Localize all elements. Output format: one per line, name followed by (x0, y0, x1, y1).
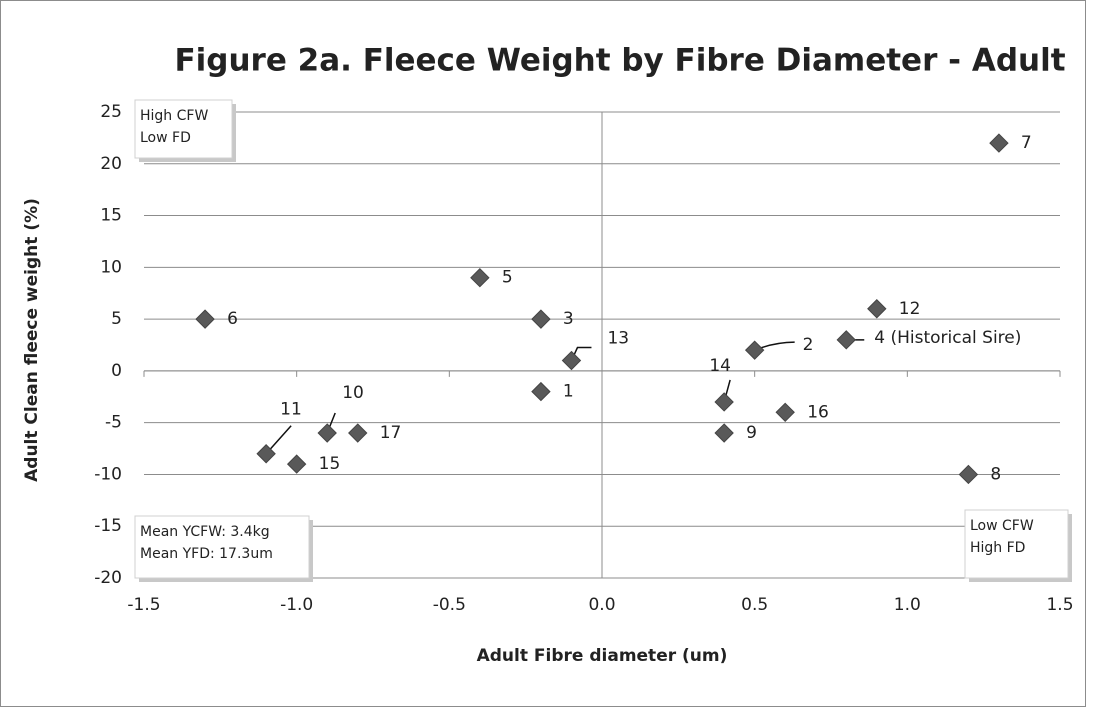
point (195, 309, 215, 329)
annotation-text: High FD (970, 540, 1025, 556)
point (989, 133, 1009, 153)
annotation-text: Low FD (140, 130, 191, 146)
point (531, 309, 551, 329)
point-label: 12 (899, 299, 921, 319)
y-tick-label: -20 (94, 568, 122, 588)
y-tick-label: -15 (94, 516, 122, 536)
point (317, 423, 337, 443)
point-label: 17 (380, 423, 402, 443)
point (867, 299, 887, 319)
point-label: 7 (1021, 133, 1032, 153)
point-label: 16 (807, 402, 829, 422)
annotation-text: High CFW (140, 108, 208, 124)
annotation-box (964, 509, 1069, 579)
point (836, 330, 856, 350)
annotation-box (134, 99, 233, 159)
x-tick-label: -1.5 (127, 595, 160, 615)
point-label: 10 (342, 383, 364, 403)
point-label: 5 (502, 268, 513, 288)
point-label: 13 (607, 329, 629, 349)
point-label: 6 (227, 309, 238, 329)
point (958, 464, 979, 485)
y-tick-label: 25 (100, 102, 122, 122)
y-tick-label: -10 (94, 464, 122, 484)
x-tick-label: 0.5 (741, 595, 768, 615)
point (531, 381, 551, 402)
point-label: 1 (563, 382, 574, 402)
y-tick-label: 0 (111, 361, 122, 381)
point-label: 11 (280, 400, 302, 420)
y-tick-label: 10 (100, 257, 122, 277)
y-tick-label: 20 (100, 154, 122, 174)
point (348, 423, 368, 443)
point-label: 15 (319, 454, 341, 474)
point (714, 423, 734, 443)
point-label: 8 (990, 464, 1001, 484)
x-axis-title: Adult Fibre diameter (um) (477, 646, 728, 666)
point-label: 14 (709, 356, 731, 376)
annotation-text: Low CFW (970, 518, 1034, 534)
point-label: 9 (746, 423, 757, 443)
y-tick-label: 5 (111, 309, 122, 329)
point-label: 2 (803, 335, 814, 355)
point-label: 3 (563, 309, 574, 329)
x-tick-label: -0.5 (433, 595, 466, 615)
annotation-text: Mean YCFW: 3.4kg (140, 524, 270, 540)
x-tick-label: 0.0 (588, 595, 615, 615)
point (470, 267, 490, 288)
chart-title: Figure 2a. Fleece Weight by Fibre Diamet… (174, 43, 1065, 79)
y-tick-label: 15 (100, 206, 122, 226)
y-tick-label: -5 (105, 413, 122, 433)
y-axis-title: Adult Clean fleece weight (%) (22, 198, 42, 482)
point (286, 454, 307, 474)
point (714, 392, 734, 412)
point (744, 340, 765, 360)
point (561, 350, 582, 371)
point (256, 444, 276, 464)
x-tick-label: -1.0 (280, 595, 313, 615)
x-tick-label: 1.5 (1046, 595, 1073, 615)
annotation-text: Mean YFD: 17.3um (140, 546, 273, 562)
annotation-box (134, 515, 310, 579)
point-label: 4 (Historical Sire) (874, 328, 1021, 348)
x-tick-label: 1.0 (894, 595, 921, 615)
point (775, 402, 795, 423)
